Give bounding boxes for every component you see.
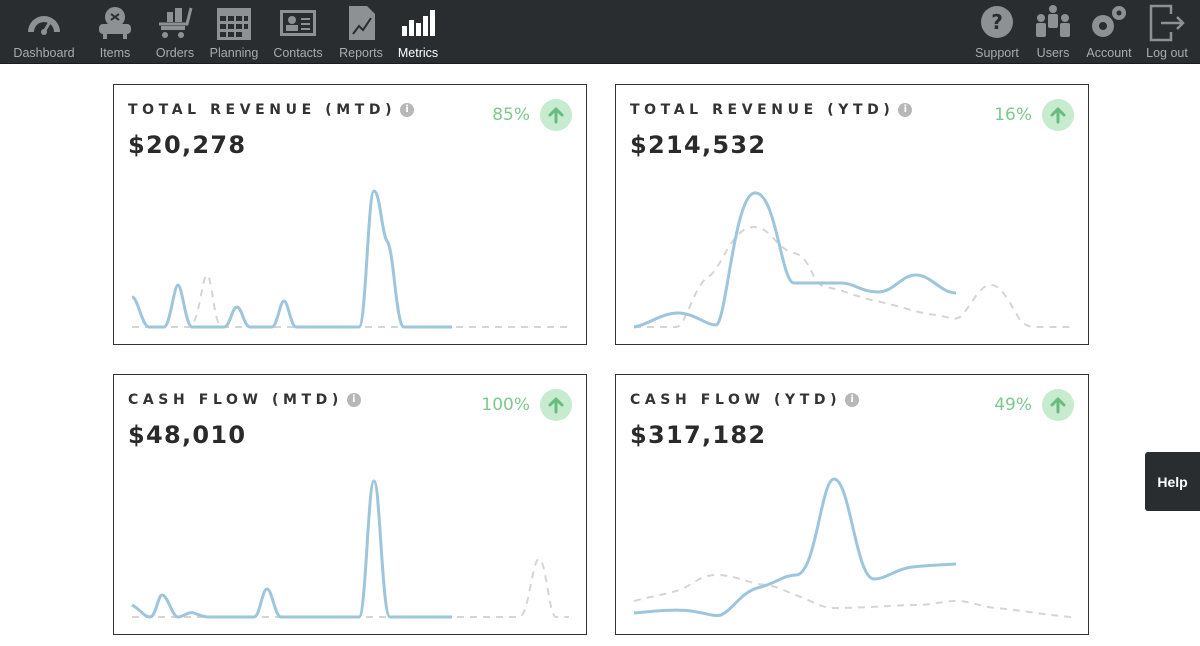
nav-label: Metrics <box>397 46 439 60</box>
nav-label: Contacts <box>273 46 323 60</box>
nav-users[interactable]: Users <box>1032 0 1074 64</box>
nav-label: Dashboard <box>13 46 75 60</box>
nav-logout[interactable]: Log out <box>1142 0 1192 64</box>
current-period-line <box>633 477 957 617</box>
card-title: TOTAL REVENUE (MTD) i <box>128 102 415 118</box>
card-value: $20,278 <box>128 131 247 159</box>
nav-reports[interactable]: Reports <box>336 0 386 64</box>
nav-label: Planning <box>209 46 259 60</box>
current-period-line <box>633 191 957 329</box>
nav-label: Orders <box>155 46 195 60</box>
nav-label: Items <box>99 46 131 60</box>
nav-orders[interactable]: Orders <box>154 0 196 64</box>
bar-chart-icon <box>402 10 435 36</box>
card-title: TOTAL REVENUE (YTD) i <box>630 102 913 118</box>
gauge-icon <box>28 16 60 35</box>
metric-card-total-revenue-mtd: TOTAL REVENUE (MTD) i $20,278 85% <box>113 84 587 345</box>
metric-card-cash-flow-ytd: CASH FLOW (YTD) i $317,182 49% <box>615 374 1089 635</box>
logout-icon <box>1149 4 1185 42</box>
card-title-text: CASH FLOW (YTD) <box>630 392 842 408</box>
change-percent: 16% <box>994 105 1032 125</box>
info-icon[interactable]: i <box>845 393 860 407</box>
previous-period-line <box>132 273 569 328</box>
nav-label: Log out <box>1146 46 1188 60</box>
metric-card-total-revenue-ytd: TOTAL REVENUE (YTD) i $214,532 16% <box>615 84 1089 345</box>
change-percent: 100% <box>481 395 530 415</box>
current-period-line <box>131 189 452 329</box>
arrow-up-icon <box>1050 397 1066 414</box>
trend-up-badge <box>1042 389 1074 421</box>
top-navbar: Dashboard Items Orders <box>0 0 1200 64</box>
sofa-icon <box>99 7 131 39</box>
trend-up-badge <box>540 389 572 421</box>
report-chart-icon <box>349 6 375 40</box>
previous-period-line <box>132 557 569 618</box>
nav-metrics[interactable]: Metrics <box>394 0 442 64</box>
help-button[interactable]: Help <box>1145 452 1200 511</box>
calendar-icon <box>217 8 251 40</box>
card-title-text: TOTAL REVENUE (YTD) <box>630 102 895 118</box>
trend-up-badge <box>1042 99 1074 131</box>
info-icon[interactable]: i <box>898 103 913 117</box>
svg-text:?: ? <box>991 10 1003 34</box>
previous-period-line <box>633 573 1072 618</box>
arrow-up-icon <box>1050 107 1066 124</box>
nav-label: Support <box>975 46 1019 60</box>
nav-contacts[interactable]: Contacts <box>270 0 326 64</box>
arrow-up-icon <box>548 397 564 414</box>
current-period-line <box>131 479 452 619</box>
nav-label: Users <box>1036 46 1070 60</box>
users-icon <box>1036 5 1070 37</box>
nav-label: Account <box>1086 46 1132 60</box>
arrow-up-icon <box>548 107 564 124</box>
nav-account[interactable]: Account <box>1082 0 1136 64</box>
card-value: $317,182 <box>630 421 767 449</box>
card-value: $214,532 <box>630 131 767 159</box>
card-title-text: TOTAL REVENUE (MTD) <box>128 102 397 118</box>
trend-up-badge <box>540 99 572 131</box>
card-title: CASH FLOW (YTD) i <box>630 392 860 408</box>
change-percent: 85% <box>492 105 530 125</box>
card-title-text: CASH FLOW (MTD) <box>128 392 343 408</box>
info-icon[interactable]: i <box>400 103 415 117</box>
card-title: CASH FLOW (MTD) i <box>128 392 361 408</box>
card-value: $48,010 <box>128 421 247 449</box>
nav-label: Reports <box>339 46 383 60</box>
info-icon[interactable]: i <box>346 393 361 407</box>
question-icon: ? <box>981 6 1013 38</box>
nav-dashboard[interactable]: Dashboard <box>12 0 76 64</box>
gears-icon <box>1092 6 1126 37</box>
contact-card-icon <box>280 10 316 36</box>
cart-icon <box>159 7 193 38</box>
change-percent: 49% <box>994 395 1032 415</box>
previous-period-line <box>634 225 1071 328</box>
nav-planning[interactable]: Planning <box>206 0 262 64</box>
nav-support[interactable]: ? Support <box>970 0 1024 64</box>
nav-items[interactable]: Items <box>94 0 136 64</box>
metric-card-cash-flow-mtd: CASH FLOW (MTD) i $48,010 100% <box>113 374 587 635</box>
